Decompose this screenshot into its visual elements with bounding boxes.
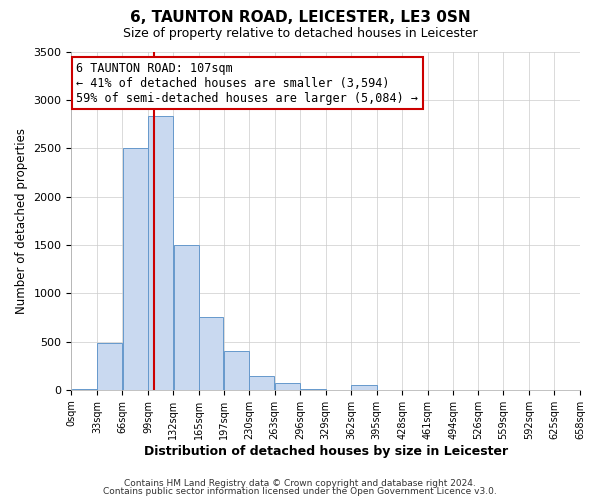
Bar bbox=[301, 389, 326, 390]
Text: Contains public sector information licensed under the Open Government Licence v3: Contains public sector information licen… bbox=[103, 487, 497, 496]
Text: Size of property relative to detached houses in Leicester: Size of property relative to detached ho… bbox=[122, 28, 478, 40]
Text: 6 TAUNTON ROAD: 107sqm
← 41% of detached houses are smaller (3,594)
59% of semi-: 6 TAUNTON ROAD: 107sqm ← 41% of detached… bbox=[76, 62, 418, 104]
Bar bbox=[122, 148, 148, 390]
Text: 6, TAUNTON ROAD, LEICESTER, LE3 0SN: 6, TAUNTON ROAD, LEICESTER, LE3 0SN bbox=[130, 10, 470, 25]
Y-axis label: Number of detached properties: Number of detached properties bbox=[15, 128, 28, 314]
Bar bbox=[250, 376, 274, 390]
Bar bbox=[199, 318, 223, 390]
Bar bbox=[97, 344, 122, 390]
Bar bbox=[275, 382, 300, 390]
X-axis label: Distribution of detached houses by size in Leicester: Distribution of detached houses by size … bbox=[143, 444, 508, 458]
Bar bbox=[71, 389, 97, 390]
Bar bbox=[352, 384, 377, 390]
Bar bbox=[224, 351, 249, 390]
Text: Contains HM Land Registry data © Crown copyright and database right 2024.: Contains HM Land Registry data © Crown c… bbox=[124, 478, 476, 488]
Bar bbox=[173, 245, 199, 390]
Bar bbox=[148, 116, 173, 390]
